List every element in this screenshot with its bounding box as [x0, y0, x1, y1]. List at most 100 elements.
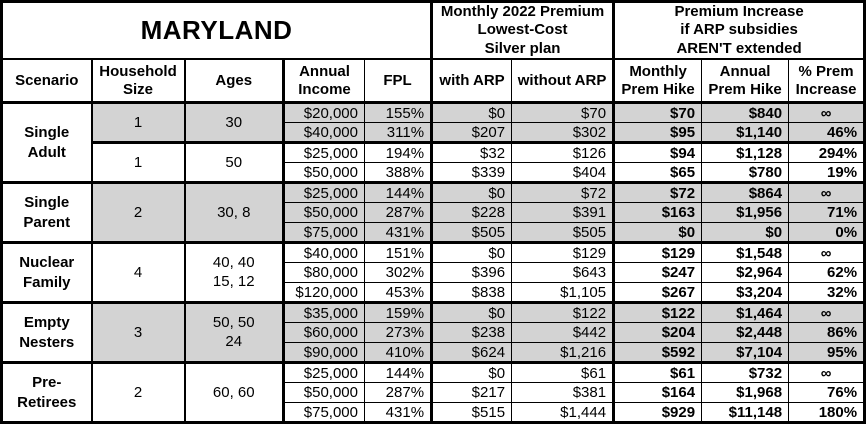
cell-annual-prem-hike: $11,148	[701, 402, 790, 424]
cell-annual-prem-hike: $864	[701, 181, 790, 204]
cell-annual-income: $75,000	[282, 402, 365, 424]
scenario-cell: Single Adult	[1, 101, 92, 184]
cell-monthly-prem-hike: $204	[612, 322, 703, 344]
cell-fpl: 388%	[363, 162, 433, 184]
cell-annual-income: $25,000	[282, 181, 365, 204]
cell-with-arp: $505	[430, 222, 513, 244]
cell-pct-prem-increase: 95%	[788, 342, 866, 364]
ages-cell: 30	[183, 101, 284, 144]
cell-monthly-prem-hike: $70	[612, 101, 703, 124]
cell-with-arp: $838	[430, 282, 513, 304]
column-header-row: Scenario Household Size Ages Annual Income…	[1, 58, 866, 104]
cell-fpl: 302%	[363, 262, 433, 284]
cell-with-arp: $396	[430, 262, 513, 284]
cell-without-arp: $1,216	[511, 342, 615, 364]
cell-annual-income: $90,000	[282, 342, 365, 364]
cell-without-arp: $122	[511, 301, 615, 324]
cell-fpl: 155%	[363, 101, 433, 124]
cell-monthly-prem-hike: $929	[612, 402, 703, 424]
cell-with-arp: $228	[430, 202, 513, 224]
cell-with-arp: $32	[430, 141, 513, 164]
cell-annual-income: $50,000	[282, 382, 365, 404]
table-row: $60,000 273% $238 $442 $204 $2,448 86%	[2, 322, 866, 344]
cell-annual-income: $80,000	[282, 262, 365, 284]
cell-pct-prem-increase: 32%	[788, 282, 866, 304]
cell-monthly-prem-hike: $94	[612, 141, 703, 164]
cell-fpl: 144%	[363, 361, 433, 384]
cell-with-arp: $515	[430, 402, 513, 424]
table-row: $50,000 287% $228 $391 $163 $1,956 71%	[2, 202, 866, 224]
cell-annual-prem-hike: $780	[701, 162, 790, 184]
table-row: $50,000 287% $217 $381 $164 $1,968 76%	[2, 382, 866, 404]
cell-without-arp: $643	[511, 262, 615, 284]
ages-cell: 50, 50 24	[183, 301, 284, 364]
cell-annual-prem-hike: $1,956	[701, 202, 790, 224]
cell-pct-prem-increase: ∞	[788, 101, 866, 124]
cell-fpl: 410%	[363, 342, 433, 364]
scenario-cell: Single Parent	[1, 181, 92, 244]
table-row: Empty Nesters 3 50, 50 24 $35,000 159% $0 …	[1, 301, 866, 364]
cell-annual-income: $50,000	[282, 162, 365, 184]
col-header-scenario: Scenario	[1, 58, 92, 104]
cell-monthly-prem-hike: $163	[612, 202, 703, 224]
household-size-cell: 2	[90, 181, 185, 244]
cell-without-arp: $505	[511, 222, 615, 244]
cell-without-arp: $1,444	[511, 402, 615, 424]
col-header-with-arp: with ARP	[430, 58, 513, 104]
cell-fpl: 453%	[363, 282, 433, 304]
household-size-cell: 1	[90, 141, 185, 184]
cell-fpl: 194%	[363, 141, 433, 164]
scenario-cell: Empty Nesters	[1, 301, 92, 364]
cell-annual-prem-hike: $2,964	[701, 262, 790, 284]
ages-cell: 40, 40 15, 12	[183, 241, 284, 304]
increase-header-line: if ARP subsidies	[680, 21, 798, 39]
table-row: Nuclear Family 4 40, 40 15, 12 $40,000 151…	[1, 241, 866, 304]
cell-annual-income: $40,000	[282, 241, 365, 264]
cell-pct-prem-increase: ∞	[788, 241, 866, 264]
ages-cell: 50	[183, 141, 284, 184]
cell-fpl: 159%	[363, 301, 433, 324]
col-header-annual-income: Annual Income	[282, 58, 365, 104]
cell-without-arp: $381	[511, 382, 615, 404]
cell-annual-prem-hike: $0	[701, 222, 790, 244]
cell-monthly-prem-hike: $61	[612, 361, 703, 384]
ages-cell: 30, 8	[183, 181, 284, 244]
table-row: $50,000 388% $339 $404 $65 $780 19%	[2, 162, 866, 184]
table-row: 1 50 $25,000 194% $32 $126 $94 $1,128 29…	[2, 141, 866, 184]
cell-pct-prem-increase: 294%	[788, 141, 866, 164]
col-header-monthly-prem-hike: Monthly Prem Hike	[612, 58, 703, 104]
cell-pct-prem-increase: 46%	[788, 122, 866, 144]
cell-monthly-prem-hike: $267	[612, 282, 703, 304]
cell-without-arp: $61	[511, 361, 615, 384]
increase-header-line: Premium Increase	[674, 3, 804, 20]
cell-annual-prem-hike: $1,140	[701, 122, 790, 144]
cell-pct-prem-increase: ∞	[788, 301, 866, 324]
increase-header-line: AREN'T extended	[676, 39, 802, 57]
col-header-annual-prem-hike: Annual Prem Hike	[701, 58, 790, 104]
household-size-cell: 1	[90, 101, 185, 144]
premium-header-line: Silver plan	[484, 39, 561, 57]
table-row: $75,000 431% $515 $1,444 $929 $11,148 18…	[2, 402, 866, 424]
premium-header-line: Lowest-Cost	[477, 21, 568, 39]
col-header-without-arp: without ARP	[511, 58, 615, 104]
cell-annual-prem-hike: $1,548	[701, 241, 790, 264]
cell-with-arp: $0	[430, 181, 513, 204]
cell-fpl: 287%	[363, 202, 433, 224]
col-header-pct-prem-increase: % Prem Increase	[788, 58, 866, 104]
cell-without-arp: $72	[511, 181, 615, 204]
cell-monthly-prem-hike: $592	[612, 342, 703, 364]
table-row: Single Parent 2 30, 8 $25,000 144% $0 $72…	[1, 181, 866, 244]
cell-monthly-prem-hike: $72	[612, 181, 703, 204]
cell-without-arp: $302	[511, 122, 615, 144]
cell-annual-prem-hike: $732	[701, 361, 790, 384]
cell-fpl: 287%	[363, 382, 433, 404]
cell-annual-income: $120,000	[282, 282, 365, 304]
cell-pct-prem-increase: 62%	[788, 262, 866, 284]
cell-annual-prem-hike: $1,128	[701, 141, 790, 164]
increase-section-header: Premium Increase if ARP subsidies AREN'T…	[612, 0, 866, 60]
cell-fpl: 273%	[363, 322, 433, 344]
table-row: $90,000 410% $624 $1,216 $592 $7,104 95%	[2, 342, 866, 364]
cell-pct-prem-increase: 86%	[788, 322, 866, 344]
cell-monthly-prem-hike: $95	[612, 122, 703, 144]
cell-with-arp: $339	[430, 162, 513, 184]
